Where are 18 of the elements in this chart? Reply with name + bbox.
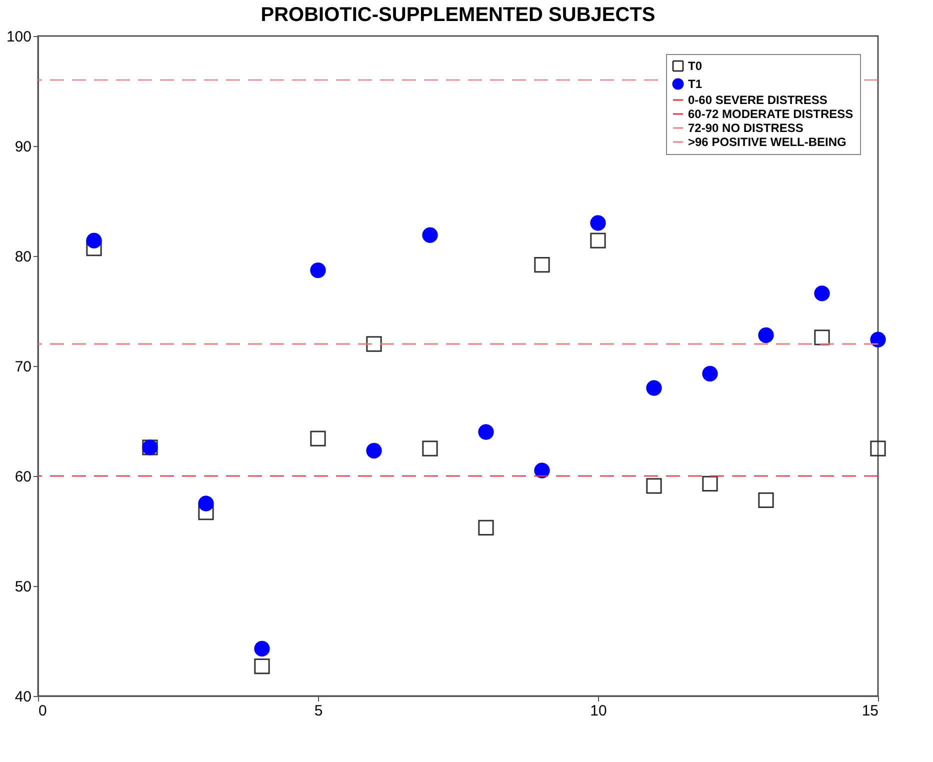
legend-label: 0-60 SEVERE DISTRESS xyxy=(688,93,828,107)
legend-label: 72-90 NO DISTRESS xyxy=(688,121,804,135)
legend-label: T0 xyxy=(688,59,702,73)
y-tick-label: 60 xyxy=(14,468,32,486)
x-tick-label: 10 xyxy=(590,702,607,720)
y-tick-label: 80 xyxy=(14,248,32,266)
x-tick-label: 15 xyxy=(862,702,878,720)
y-tick-label: 100 xyxy=(6,28,32,46)
legend-label: T1 xyxy=(688,77,702,91)
chart-title: PROBIOTIC-SUPPLEMENTED SUBJECTS xyxy=(260,4,656,26)
y-tick-label: 40 xyxy=(14,688,32,706)
y-tick-label: 50 xyxy=(14,578,32,596)
x-tick-label: 5 xyxy=(314,702,323,720)
y-tick-label: 90 xyxy=(14,138,32,156)
legend-label: >96 POSITIVE WELL-BEING xyxy=(688,135,846,149)
y-tick-label: 70 xyxy=(14,358,32,376)
legend-label: 60-72 MODERATE DISTRESS xyxy=(688,107,854,121)
x-tick-label: 0 xyxy=(38,702,47,720)
